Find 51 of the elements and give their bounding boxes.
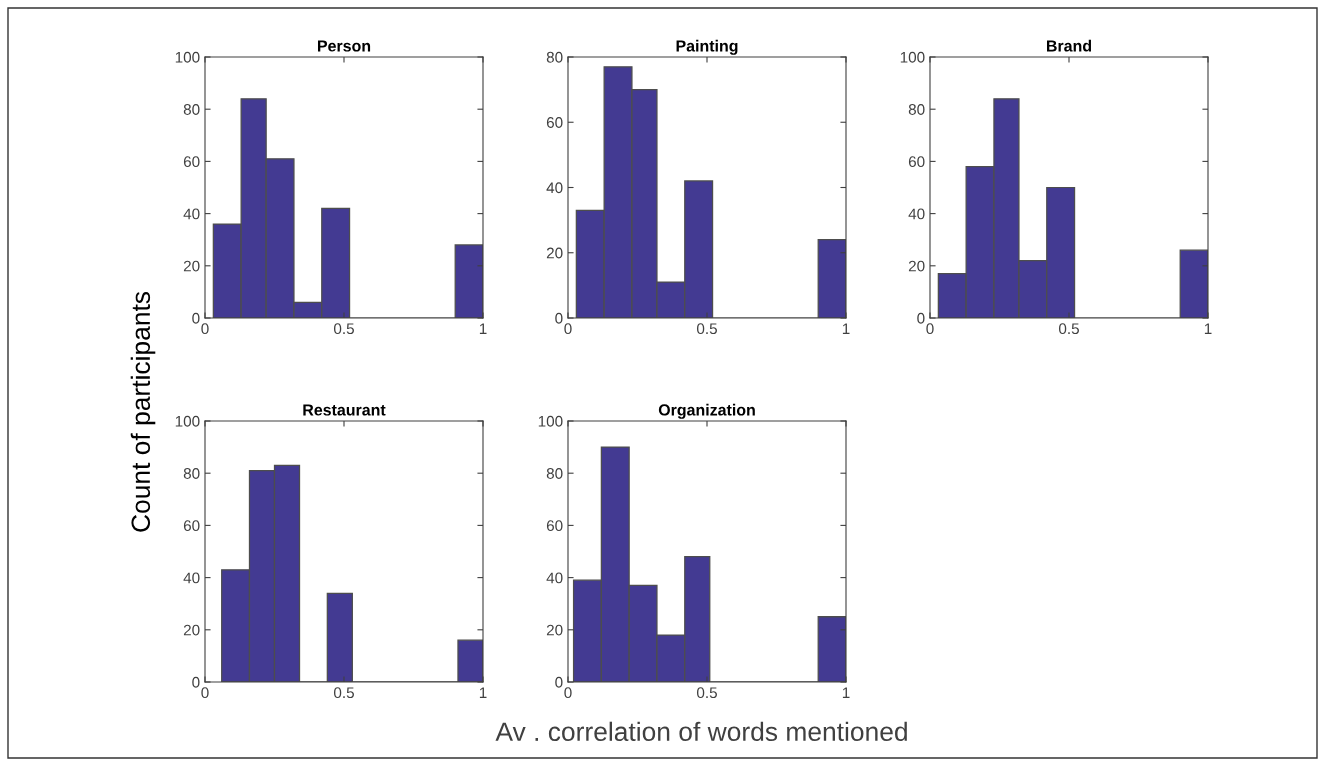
y-tick-label: 60 bbox=[546, 117, 563, 128]
x-tick-label: 1 bbox=[842, 687, 850, 698]
x-tick-label: 1 bbox=[1204, 323, 1212, 334]
x-tick-label: 0 bbox=[926, 323, 934, 335]
x-tick-label: 0 bbox=[564, 687, 572, 699]
x-tick-label: 1 bbox=[479, 323, 487, 334]
y-tick-label: 0 bbox=[555, 676, 563, 688]
y-tick-label: 20 bbox=[908, 260, 925, 272]
chart-title: Organization bbox=[658, 403, 755, 419]
y-tick-label: 0 bbox=[555, 312, 563, 324]
y-tick-label: 20 bbox=[183, 624, 200, 636]
x-tick-label: 1 bbox=[842, 323, 850, 334]
x-tick-label: 0 bbox=[564, 323, 572, 335]
y-tick-label: 80 bbox=[908, 104, 925, 115]
y-tick-label: 100 bbox=[900, 51, 925, 63]
y-tick-label: 40 bbox=[908, 208, 925, 220]
x-tick-label: 0 bbox=[201, 687, 209, 699]
x-tick-label: 0.5 bbox=[696, 323, 717, 335]
y-tick-label: 40 bbox=[546, 572, 563, 584]
y-tick-label: 0 bbox=[192, 676, 200, 688]
x-tick-label: 0.5 bbox=[1058, 323, 1079, 335]
y-tick-label: 80 bbox=[546, 468, 563, 479]
y-tick-label: 40 bbox=[183, 208, 200, 220]
y-tick-label: 80 bbox=[183, 104, 200, 115]
y-tick-label: 60 bbox=[183, 520, 200, 532]
y-axis-title: Count of participants bbox=[130, 291, 156, 532]
y-tick-label: 20 bbox=[546, 624, 563, 636]
chart-title: Painting bbox=[676, 39, 738, 55]
y-tick-label: 80 bbox=[183, 468, 200, 479]
y-tick-label: 0 bbox=[917, 312, 925, 324]
y-tick-label: 100 bbox=[175, 51, 200, 63]
x-tick-label: 0 bbox=[201, 323, 209, 335]
y-tick-label: 100 bbox=[538, 415, 563, 427]
y-tick-label: 60 bbox=[183, 156, 200, 168]
y-tick-label: 80 bbox=[546, 51, 563, 63]
y-tick-label: 60 bbox=[908, 156, 925, 168]
y-tick-label: 0 bbox=[192, 312, 200, 324]
x-axis-title: Av . correlation of words mentioned bbox=[495, 721, 907, 742]
y-tick-label: 40 bbox=[546, 182, 563, 194]
x-tick-label: 0.5 bbox=[333, 687, 354, 699]
chart-title: Brand bbox=[1047, 39, 1092, 52]
x-tick-label: 0.5 bbox=[696, 687, 717, 699]
y-tick-label: 60 bbox=[546, 520, 563, 532]
x-tick-label: 0.5 bbox=[333, 323, 354, 335]
y-tick-label: 40 bbox=[183, 572, 200, 584]
y-tick-label: 20 bbox=[546, 247, 563, 259]
y-tick-label: 100 bbox=[175, 415, 200, 427]
chart-title: Person bbox=[318, 40, 371, 52]
x-tick-label: 1 bbox=[479, 687, 487, 698]
y-tick-label: 20 bbox=[183, 260, 200, 272]
chart-title: Restaurant bbox=[303, 404, 386, 416]
